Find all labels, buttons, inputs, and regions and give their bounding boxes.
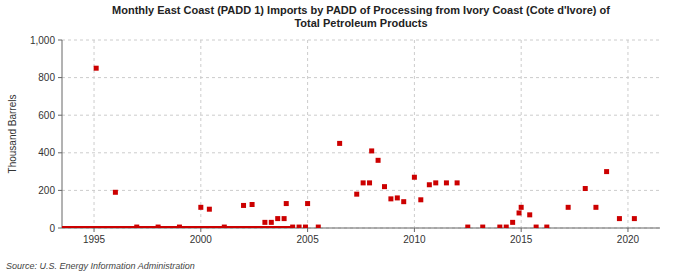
point <box>401 199 406 204</box>
point <box>388 196 393 201</box>
background <box>0 0 675 275</box>
point <box>517 210 522 215</box>
y-tick <box>58 152 62 153</box>
point <box>480 225 485 228</box>
y-axis-line <box>62 40 63 228</box>
point <box>367 180 372 185</box>
point <box>297 225 302 228</box>
point <box>395 195 400 200</box>
point <box>94 66 99 71</box>
x-tick <box>414 228 415 232</box>
y-grid-line <box>62 190 660 191</box>
y-grid-line <box>62 77 660 78</box>
y-grid-line <box>62 40 660 41</box>
chart: Monthly East Coast (PADD 1) Imports by P… <box>0 0 675 275</box>
point <box>198 205 203 210</box>
point <box>250 202 255 207</box>
title: Monthly East Coast (PADD 1) Imports by P… <box>112 4 610 29</box>
y-tick <box>58 190 62 191</box>
source: Source: U.S. Energy Information Administ… <box>6 261 195 271</box>
point <box>376 158 381 163</box>
point <box>262 220 267 225</box>
point <box>316 225 321 228</box>
point <box>222 225 227 228</box>
point <box>519 205 524 210</box>
x-tick <box>200 228 201 232</box>
point <box>497 225 502 228</box>
point <box>275 216 280 221</box>
x-grid-line <box>521 40 522 228</box>
x-axis-line <box>62 228 660 229</box>
point <box>113 190 118 195</box>
y-tick <box>58 115 62 116</box>
y-tick-label: 0 <box>49 223 55 234</box>
point <box>156 225 161 228</box>
x-tick <box>307 228 308 232</box>
y-tick-label: 400 <box>38 147 55 158</box>
point <box>282 216 287 221</box>
point <box>593 205 598 210</box>
x-grid-line <box>307 40 308 228</box>
point <box>534 225 539 228</box>
point <box>418 197 423 202</box>
point <box>583 186 588 191</box>
x-tick <box>627 228 628 232</box>
y-tick-label: 600 <box>38 110 55 121</box>
x-grid-line <box>627 40 628 228</box>
x-tick-label: 1995 <box>83 234 106 245</box>
marks <box>62 66 637 228</box>
point <box>617 216 622 221</box>
point <box>303 225 308 228</box>
y-tick-label: 200 <box>38 185 55 196</box>
point <box>207 207 212 212</box>
y-tick-label: 1,000 <box>30 35 55 46</box>
x-grid-line <box>200 40 201 228</box>
point <box>290 225 295 228</box>
point <box>504 225 509 228</box>
point <box>412 175 417 180</box>
y-grid-line <box>62 228 660 229</box>
point <box>361 180 366 185</box>
point <box>465 225 470 228</box>
point <box>337 141 342 146</box>
y-tick <box>58 228 62 229</box>
point <box>510 220 515 225</box>
point <box>134 225 139 228</box>
point <box>632 216 637 221</box>
y-tick <box>58 40 62 41</box>
point <box>369 148 374 153</box>
point <box>284 201 289 206</box>
x-tick-label: 2020 <box>617 234 640 245</box>
point <box>527 212 532 217</box>
point <box>269 220 274 225</box>
x-tick <box>94 228 95 232</box>
point <box>241 203 246 208</box>
point <box>455 180 460 185</box>
point <box>382 184 387 189</box>
y-tick <box>58 77 62 78</box>
title-line: Monthly East Coast (PADD 1) Imports by P… <box>112 4 610 16</box>
title-line: Total Petroleum Products <box>294 17 427 29</box>
grid <box>62 40 660 228</box>
x-tick <box>521 228 522 232</box>
x-tick-label: 2000 <box>190 234 213 245</box>
point <box>604 169 609 174</box>
x-tick-label: 2015 <box>510 234 533 245</box>
x-tick-label: 2005 <box>296 234 319 245</box>
point <box>566 205 571 210</box>
point <box>305 201 310 206</box>
y-grid-line <box>62 152 660 153</box>
point <box>544 225 549 228</box>
y-axis-label: Thousand Barrels <box>7 95 18 174</box>
y-tick-label: 800 <box>38 72 55 83</box>
point <box>177 225 182 228</box>
point <box>433 180 438 185</box>
x-grid-line <box>414 40 415 228</box>
y-grid-line <box>62 115 660 116</box>
x-tick-label: 2010 <box>403 234 426 245</box>
point <box>354 192 359 197</box>
point <box>427 182 432 187</box>
point <box>444 180 449 185</box>
